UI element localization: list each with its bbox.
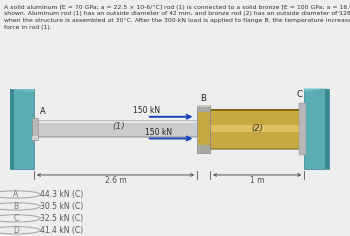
- Text: 44.3 kN (C): 44.3 kN (C): [40, 190, 84, 199]
- Text: 32.5 kN (C): 32.5 kN (C): [40, 214, 83, 223]
- Bar: [197, 105, 210, 153]
- Polygon shape: [10, 88, 34, 92]
- Bar: [32, 136, 38, 139]
- Bar: [197, 105, 210, 107]
- Text: ...: ...: [330, 5, 341, 15]
- Text: (2): (2): [251, 124, 263, 133]
- Text: B: B: [201, 94, 206, 103]
- Bar: [34, 120, 204, 123]
- Text: B: B: [13, 202, 18, 211]
- Text: (1): (1): [112, 122, 125, 131]
- Bar: [10, 88, 34, 169]
- Text: C: C: [13, 214, 18, 223]
- Text: 150 kN: 150 kN: [133, 106, 160, 115]
- Bar: [198, 112, 210, 145]
- Bar: [304, 88, 329, 169]
- Text: D: D: [13, 226, 19, 235]
- Bar: [34, 120, 204, 137]
- Text: C: C: [296, 90, 302, 99]
- Bar: [34, 122, 204, 136]
- Bar: [10, 88, 14, 169]
- Bar: [32, 118, 38, 139]
- Text: 41.4 kN (C): 41.4 kN (C): [40, 226, 83, 235]
- Bar: [324, 88, 329, 169]
- Bar: [34, 120, 204, 137]
- Text: A: A: [13, 190, 18, 199]
- Text: 1 m: 1 m: [250, 176, 264, 185]
- Text: 2.6 m: 2.6 m: [105, 176, 126, 185]
- Text: A: A: [40, 107, 46, 116]
- Text: A solid aluminum [E = 70 GPa; a = 22.5 × 10-6/°C] rod (1) is connected to a soli: A solid aluminum [E = 70 GPa; a = 22.5 ×…: [4, 5, 350, 29]
- Bar: [210, 110, 304, 148]
- Bar: [210, 109, 304, 149]
- Bar: [210, 109, 304, 111]
- Text: 30.5 kN (C): 30.5 kN (C): [40, 202, 84, 211]
- Bar: [210, 126, 304, 132]
- Bar: [299, 103, 306, 155]
- Polygon shape: [304, 88, 329, 92]
- Text: 150 kN: 150 kN: [145, 128, 172, 137]
- Bar: [210, 109, 304, 149]
